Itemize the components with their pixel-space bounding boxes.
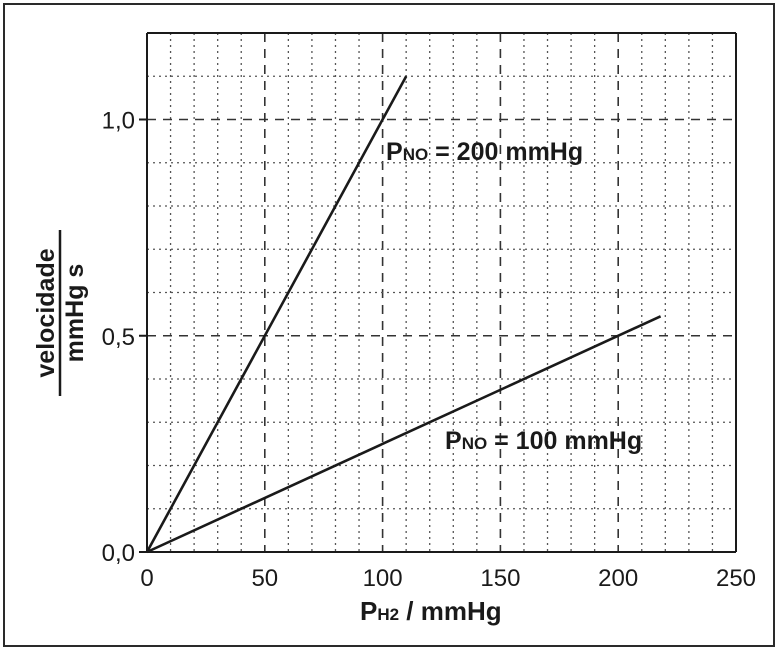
x-axis-label: PH2 / mmHg: [360, 596, 502, 626]
series-label-pno-200: PNO = 200 mmHg: [386, 138, 583, 166]
series-label-pno-100: PNO = 100 mmHg: [445, 427, 642, 455]
y-tick-labels: 0,0 0,5 1,0: [102, 108, 147, 567]
x-tick-labels: 0 50 100 150 200 250: [140, 565, 756, 592]
y-axis-label-numerator: velocidade: [32, 248, 60, 377]
y-axis-label-denominator: mmHg s: [61, 264, 89, 363]
grid: [147, 33, 736, 552]
x-tick-label: 50: [251, 565, 278, 592]
series-line-0: [145, 75, 408, 553]
x-tick-label: 200: [598, 565, 638, 592]
x-tick-label: 100: [363, 565, 403, 592]
x-tick-label: 0: [140, 565, 153, 592]
y-tick-label: 1,0: [102, 108, 135, 135]
y-tick-label: 0,0: [102, 540, 135, 567]
x-tick-label: 150: [480, 565, 520, 592]
series-lines: [145, 75, 662, 554]
y-axis-label: velocidade mmHg s: [32, 230, 89, 396]
y-tick-label: 0,5: [102, 324, 135, 351]
series-line-1: [146, 315, 662, 554]
x-tick-label: 250: [716, 565, 756, 592]
